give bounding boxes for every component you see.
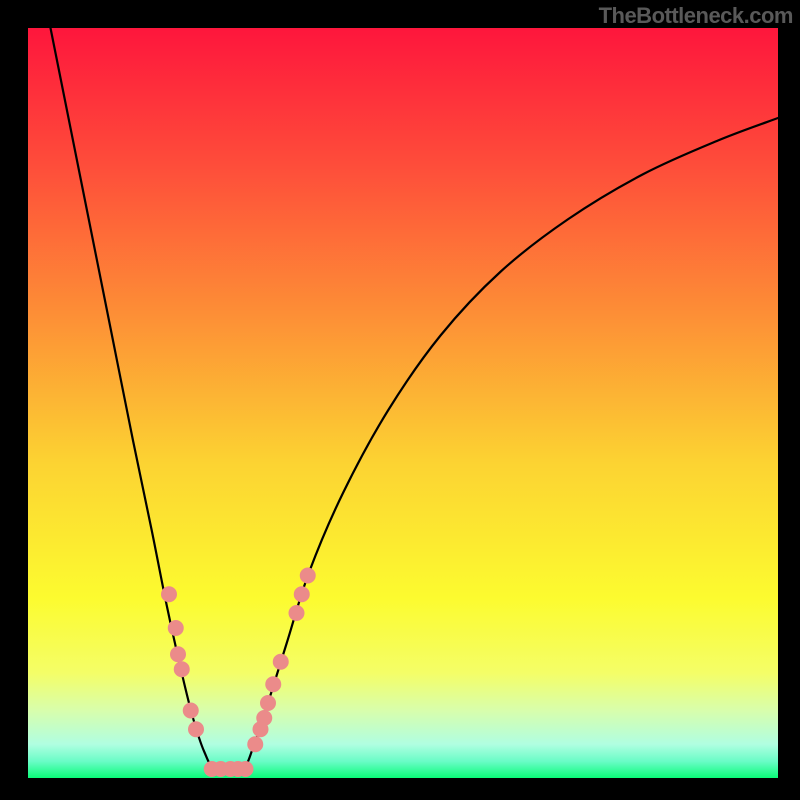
plot-area xyxy=(28,28,778,778)
datapoint xyxy=(266,677,281,692)
datapoint xyxy=(257,711,272,726)
datapoint xyxy=(174,662,189,677)
gradient-background xyxy=(28,28,778,778)
datapoint xyxy=(289,606,304,621)
datapoint xyxy=(162,587,177,602)
watermark-text: TheBottleneck.com xyxy=(599,3,793,29)
datapoint xyxy=(238,762,253,777)
datapoint xyxy=(171,647,186,662)
datapoint xyxy=(300,568,315,583)
datapoint xyxy=(294,587,309,602)
datapoint xyxy=(183,703,198,718)
chart-svg xyxy=(28,28,778,778)
datapoint xyxy=(273,654,288,669)
datapoint xyxy=(261,696,276,711)
datapoint xyxy=(248,737,263,752)
datapoint xyxy=(189,722,204,737)
chart-container: TheBottleneck.com xyxy=(0,0,800,800)
datapoint xyxy=(168,621,183,636)
